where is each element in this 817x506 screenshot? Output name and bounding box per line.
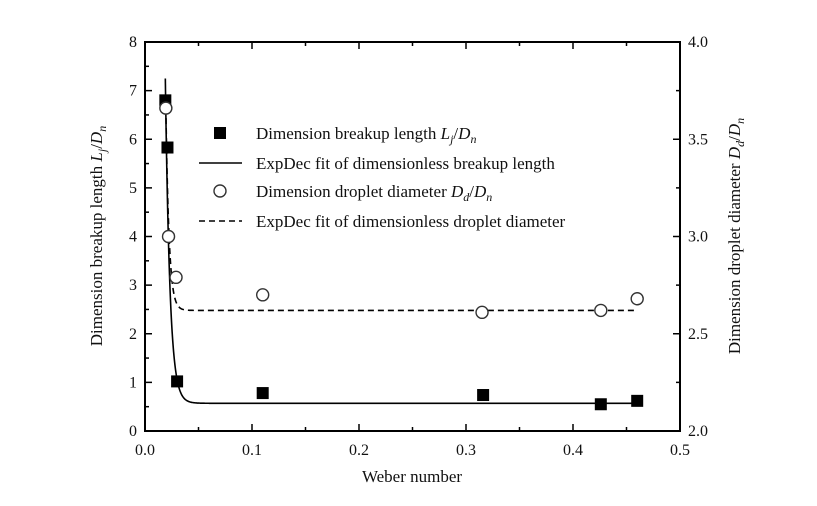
- x-tick-label: 0.2: [349, 442, 369, 459]
- y-left-tick-label: 3: [129, 277, 137, 294]
- legend-symbol: D: [473, 182, 487, 201]
- y-left-tick-label: 4: [129, 229, 137, 246]
- y-left-tick-label: 5: [129, 180, 137, 197]
- ticks: 0.0 0.1 0.2 0.3 0.4 0.5 0 1 2 3 4 5 6 7 8 2.0 2.5 3.0 3.5 4…: [129, 34, 708, 459]
- legend-entry-label: Dimension breakup length Lj/Dn: [256, 124, 476, 146]
- x-tick-label: 0.0: [135, 442, 155, 459]
- legend-subscript: d: [463, 190, 470, 204]
- droplet-diameter-point: [594, 303, 608, 318]
- droplet-diameter-point: [256, 288, 270, 302]
- droplet-diameter-point: [169, 270, 183, 285]
- y-left-tick-label: 7: [129, 83, 137, 100]
- breakup-length-point: [256, 387, 269, 400]
- y-axis-right-label: Dimension droplet diameter Dd/Dn: [725, 118, 747, 354]
- droplet-diameter-point: [630, 292, 644, 306]
- y-right-tick-label: 4.0: [688, 34, 708, 51]
- legend-entry-label: ExpDec fit of dimensionless droplet diam…: [256, 212, 566, 231]
- legend-symbol: D: [450, 182, 464, 201]
- x-tick-label: 0.5: [670, 442, 690, 459]
- legend-subscript: j: [448, 132, 454, 146]
- plot-frame: [144, 41, 681, 432]
- legend-slash: /: [453, 124, 458, 143]
- y-right-tick-label: 2.5: [688, 326, 708, 343]
- x-tick-label: 0.4: [563, 442, 583, 459]
- y-right-tick-label: 3.0: [688, 229, 708, 246]
- legend-text: Dimension breakup length: [256, 124, 441, 143]
- y-axis-left-label: Dimension breakup length Lj/Dn: [87, 126, 109, 346]
- y-right-tick-label: 3.5: [688, 131, 708, 148]
- x-tick-label: 0.3: [456, 442, 476, 459]
- y-left-tick-label: 1: [129, 374, 137, 391]
- y-left-tick-label: 8: [129, 34, 137, 51]
- legend-square-marker: [214, 127, 226, 139]
- breakup-length-point: [161, 141, 174, 154]
- breakup-length-point: [477, 389, 490, 402]
- data-points: [159, 94, 644, 411]
- legend-entry-label: ExpDec fit of dimensionless breakup leng…: [256, 154, 555, 173]
- x-axis-label: Weber number: [362, 467, 462, 486]
- legend-entry-label: Dimension droplet diameter Dd/Dn: [256, 182, 492, 204]
- droplet-diameter-point: [475, 305, 489, 320]
- x-tick-label: 0.1: [242, 442, 262, 459]
- legend-text: ExpDec fit of dimensionless droplet diam…: [256, 212, 566, 231]
- breakup-length-point: [594, 398, 607, 411]
- breakup-length-point: [171, 375, 184, 388]
- y-left-tick-label: 6: [129, 131, 137, 148]
- y-left-tick-label: 2: [129, 326, 137, 343]
- legend-slash: /: [469, 182, 474, 201]
- legend-symbol: L: [440, 124, 450, 143]
- legend-text: Dimension droplet diameter: [256, 182, 451, 201]
- legend-subscript: n: [486, 190, 492, 204]
- droplet-diameter-point: [159, 101, 173, 115]
- breakup-length-point: [631, 394, 644, 407]
- y-right-tick-label: 2.0: [688, 423, 708, 440]
- legend-circle-marker: [213, 184, 227, 198]
- legend-symbol: D: [457, 124, 471, 143]
- droplet-diameter-fit-line: [165, 108, 638, 312]
- y-left-tick-label: 0: [129, 423, 137, 440]
- droplet-diameter-point: [161, 229, 176, 244]
- legend-text: ExpDec fit of dimensionless breakup leng…: [256, 154, 555, 173]
- legend-subscript: n: [470, 132, 476, 146]
